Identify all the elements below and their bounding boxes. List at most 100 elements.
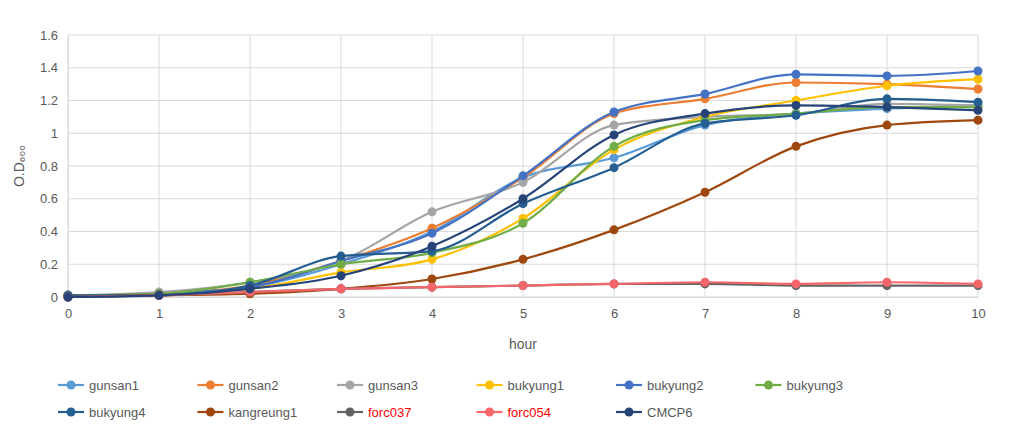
tick: 3 bbox=[338, 297, 345, 321]
tick-label: 9 bbox=[884, 306, 891, 321]
point bbox=[974, 98, 983, 107]
tick: 7 bbox=[702, 297, 709, 321]
point bbox=[883, 71, 892, 80]
legend-entry: CMCP6 bbox=[616, 405, 693, 420]
point bbox=[792, 101, 801, 110]
tick: 1.4 bbox=[40, 60, 68, 75]
plot: 01234567891000.20.40.60.811.21.41.6 bbox=[40, 28, 986, 322]
legend: gunsan1gunsan2gunsan3bukyung1bukyung2buk… bbox=[58, 378, 843, 420]
point bbox=[610, 279, 619, 288]
legend-marker bbox=[206, 408, 215, 417]
tick-label: 1.4 bbox=[40, 60, 58, 75]
tick-label: 1.2 bbox=[40, 93, 58, 108]
tick-label: 8 bbox=[793, 306, 800, 321]
line bbox=[68, 99, 978, 296]
point bbox=[155, 291, 164, 300]
tick: 1 bbox=[51, 126, 68, 141]
point bbox=[974, 106, 983, 115]
tick-label: 0.2 bbox=[40, 257, 58, 272]
tick-label: 3 bbox=[338, 306, 345, 321]
tick-label: 5 bbox=[520, 306, 527, 321]
tick-label: 7 bbox=[702, 306, 709, 321]
tick: 5 bbox=[520, 297, 527, 321]
series bbox=[64, 67, 983, 300]
legend-marker bbox=[625, 408, 634, 417]
legend-marker bbox=[67, 381, 76, 390]
tick-label: 0 bbox=[51, 290, 58, 305]
axis-line bbox=[69, 297, 979, 298]
point bbox=[155, 291, 164, 300]
point bbox=[519, 281, 528, 290]
series bbox=[64, 94, 983, 299]
tick-label: 4 bbox=[429, 306, 436, 321]
point bbox=[337, 260, 346, 269]
legend-label: CMCP6 bbox=[647, 405, 693, 420]
point bbox=[610, 153, 619, 162]
legend-label: gunsan2 bbox=[229, 378, 279, 393]
point bbox=[337, 260, 346, 269]
point bbox=[428, 283, 437, 292]
legend-marker bbox=[625, 381, 634, 390]
point bbox=[428, 274, 437, 283]
legend-marker bbox=[206, 381, 215, 390]
point bbox=[428, 229, 437, 238]
tick-label: 6 bbox=[611, 306, 618, 321]
legend-label: forc037 bbox=[368, 405, 411, 420]
series bbox=[64, 99, 983, 300]
legend-entry: bukyung3 bbox=[756, 378, 843, 393]
grid-line bbox=[68, 35, 69, 297]
tick: 1.2 bbox=[40, 93, 68, 108]
series bbox=[64, 103, 983, 300]
tick-label: 2 bbox=[247, 306, 254, 321]
line bbox=[68, 105, 978, 295]
point bbox=[64, 293, 73, 302]
point bbox=[792, 78, 801, 87]
point bbox=[337, 284, 346, 293]
point bbox=[246, 284, 255, 293]
tick: 0.4 bbox=[40, 224, 68, 239]
tick-label: 0 bbox=[65, 306, 72, 321]
tick: 1.6 bbox=[40, 28, 68, 43]
legend-marker bbox=[346, 408, 355, 417]
series bbox=[64, 75, 983, 300]
tick-label: 0.8 bbox=[40, 159, 58, 174]
series bbox=[64, 78, 983, 300]
point bbox=[519, 171, 528, 180]
y-axis: 00.20.40.60.811.21.41.6 bbox=[40, 28, 69, 305]
line bbox=[68, 71, 978, 295]
point bbox=[610, 225, 619, 234]
series bbox=[64, 101, 983, 302]
legend-label: kangreung1 bbox=[229, 405, 298, 420]
legend-label: forc054 bbox=[508, 405, 551, 420]
legend-entry: forc054 bbox=[477, 405, 551, 420]
point bbox=[974, 85, 983, 94]
point bbox=[64, 293, 73, 302]
point bbox=[337, 271, 346, 280]
point bbox=[974, 75, 983, 84]
point bbox=[792, 111, 801, 120]
legend-marker bbox=[485, 381, 494, 390]
point bbox=[610, 163, 619, 172]
series bbox=[64, 101, 983, 300]
legend-marker bbox=[346, 381, 355, 390]
point bbox=[428, 283, 437, 292]
tick-label: 1 bbox=[156, 306, 163, 321]
series bbox=[64, 278, 983, 302]
chart: 01234567891000.20.40.60.811.21.41.6hourO… bbox=[0, 0, 1019, 446]
point bbox=[519, 281, 528, 290]
series bbox=[64, 116, 983, 302]
legend-entry: forc037 bbox=[337, 405, 411, 420]
legend-entry: bukyung4 bbox=[58, 405, 145, 420]
point bbox=[701, 278, 710, 287]
tick: 4 bbox=[429, 297, 436, 321]
line bbox=[68, 107, 978, 295]
point bbox=[155, 291, 164, 300]
tick: 10 bbox=[971, 297, 985, 321]
point bbox=[883, 278, 892, 287]
point bbox=[64, 293, 73, 302]
y-axis-title: O.D₆₀₀ bbox=[11, 145, 27, 187]
legend-label: bukyung3 bbox=[787, 378, 843, 393]
tick: 1 bbox=[156, 297, 163, 321]
point bbox=[792, 142, 801, 151]
point bbox=[610, 107, 619, 116]
